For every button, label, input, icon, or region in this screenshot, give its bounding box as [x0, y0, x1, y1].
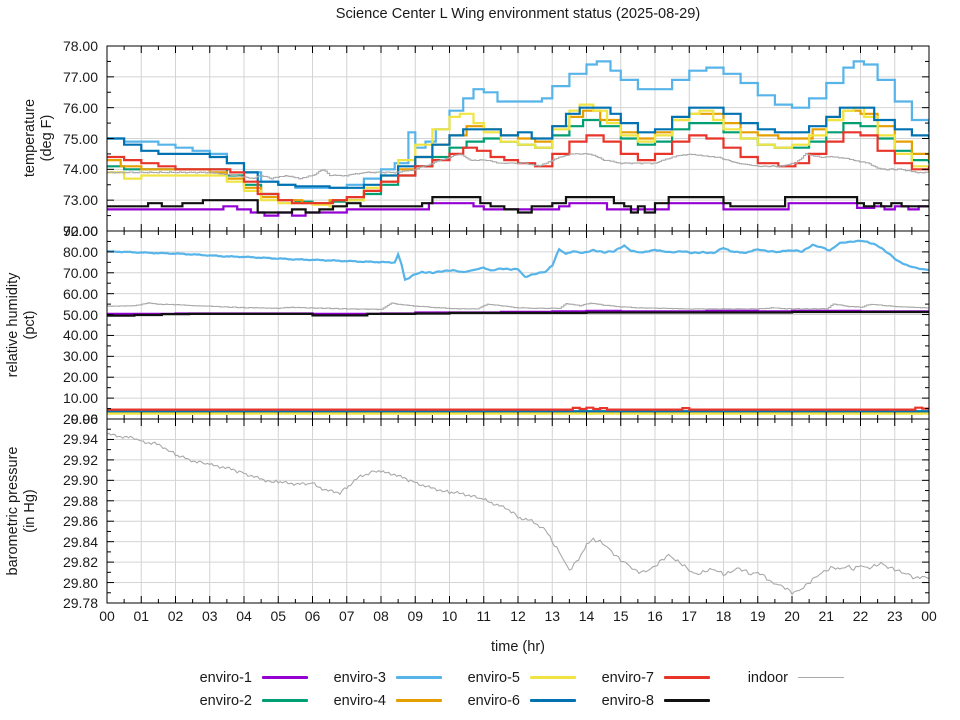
x-tick-label: 06 [304, 608, 321, 624]
legend-line-swatch [530, 699, 576, 702]
y-tick-label: 29.96 [62, 411, 98, 427]
legend-item-label: enviro-2 [199, 692, 252, 709]
series-line-indoor [107, 152, 929, 180]
x-tick-label: 00 [921, 608, 937, 624]
y-tick-label: 29.86 [62, 513, 98, 530]
legend-item-label: enviro-4 [333, 692, 386, 709]
legend-line-swatch [664, 699, 710, 702]
y-tick-label: 72.00 [62, 223, 98, 239]
y-tick-label: 29.90 [62, 472, 98, 489]
y-tick-label: 29.94 [62, 431, 98, 448]
x-tick-label: 12 [510, 608, 526, 624]
legend-item-enviro-5: enviro-5 [446, 666, 580, 689]
y-tick-label: 29.78 [62, 595, 98, 611]
y-tick-label: 30.00 [62, 348, 98, 365]
x-tick-label: 17 [681, 608, 698, 624]
x-tick-label: 21 [818, 608, 835, 624]
y-tick-label: 76.00 [62, 99, 98, 116]
x-tick-label: 22 [852, 608, 869, 624]
legend-item-enviro-6: enviro-6 [446, 689, 580, 712]
y-tick-label: 29.92 [62, 451, 98, 468]
x-tick-label: 10 [441, 608, 458, 624]
y-tick-label: 74.00 [62, 161, 98, 178]
legend-item-label: enviro-8 [601, 692, 654, 709]
series-line-indoor [107, 432, 929, 596]
y-tick-label: 40.00 [62, 327, 98, 344]
series-line-enviro-7 [107, 131, 929, 205]
x-tick-label: 02 [167, 608, 184, 624]
y-tick-label: 77.00 [62, 68, 98, 85]
x-tick-label: 01 [133, 608, 150, 624]
y-tick-label: 60.00 [62, 285, 98, 302]
legend-item-enviro-2: enviro-2 [178, 689, 312, 712]
y-tick-label: 73.00 [62, 192, 98, 209]
legend-item-label: enviro-5 [467, 669, 520, 686]
legend-line-swatch [262, 676, 308, 679]
series-line-enviro-6 [107, 106, 929, 189]
y-tick-label: 70.00 [62, 264, 98, 281]
legend-line-swatch [798, 677, 844, 678]
x-tick-label: 11 [476, 608, 492, 624]
legend: enviro-1 enviro-3 enviro-5 enviro-7 indoor en… [178, 666, 848, 712]
legend-line-swatch [262, 699, 308, 702]
x-tick-label: 04 [236, 608, 252, 624]
legend-item-label: indoor [747, 669, 788, 686]
legend-item-label: enviro-1 [199, 669, 252, 686]
y-tick-label: 29.80 [62, 574, 98, 591]
y-tick-label: 80.00 [62, 243, 98, 260]
series-line-enviro-8 [107, 196, 929, 214]
x-tick-label: 03 [201, 608, 218, 624]
y-tick-label: 10.00 [62, 390, 98, 407]
legend-item-enviro-7: enviro-7 [580, 666, 714, 689]
legend-item-label: enviro-7 [601, 669, 654, 686]
legend-item-enviro-3: enviro-3 [312, 666, 446, 689]
x-axis-title: time (hr) [491, 639, 545, 655]
x-tick-label: 16 [647, 608, 663, 624]
y-tick-label: 29.84 [62, 533, 98, 550]
x-tick-label: 23 [886, 608, 903, 624]
y-tick-label: 90.00 [62, 223, 98, 239]
legend-item-label: enviro-3 [333, 669, 386, 686]
x-tick-label: 19 [749, 608, 766, 624]
y-tick-label: 50.00 [62, 306, 98, 323]
legend-item-label: enviro-6 [467, 692, 520, 709]
chart-title: Science Center L Wing environment status… [335, 6, 701, 22]
x-tick-label: 20 [784, 608, 800, 624]
legend-line-swatch [530, 676, 576, 679]
series-line-enviro-7 [107, 406, 929, 411]
x-tick-label: 07 [338, 608, 355, 624]
y-tick-label: 0.00 [70, 411, 98, 427]
y-tick-label: 20.00 [62, 369, 98, 386]
x-tick-label: 08 [373, 608, 389, 624]
series-line-enviro-3 [107, 239, 929, 282]
y-tick-label: 29.88 [62, 492, 98, 509]
legend-item-indoor: indoor [714, 666, 848, 689]
series-line-enviro-8 [107, 310, 929, 317]
x-tick-label: 15 [612, 608, 629, 624]
legend-line-swatch [396, 676, 442, 679]
legend-item-enviro-1: enviro-1 [178, 666, 312, 689]
x-tick-label: 14 [578, 608, 595, 624]
y-tick-label: 29.82 [62, 554, 98, 571]
y-tick-label: 75.00 [62, 130, 98, 147]
series-line-enviro-5 [107, 103, 929, 208]
legend-line-swatch [396, 699, 442, 702]
y-tick-label: 78.00 [62, 38, 98, 54]
x-tick-label: 09 [407, 608, 424, 624]
x-tick-label: 13 [544, 608, 561, 624]
x-tick-label: 05 [270, 608, 287, 624]
series-line-indoor [107, 302, 929, 311]
x-tick-label: 18 [715, 608, 732, 624]
x-tick-label: 00 [99, 608, 115, 624]
legend-item-enviro-8: enviro-8 [580, 689, 714, 712]
legend-line-swatch [664, 676, 710, 679]
legend-item-enviro-4: enviro-4 [312, 689, 446, 712]
